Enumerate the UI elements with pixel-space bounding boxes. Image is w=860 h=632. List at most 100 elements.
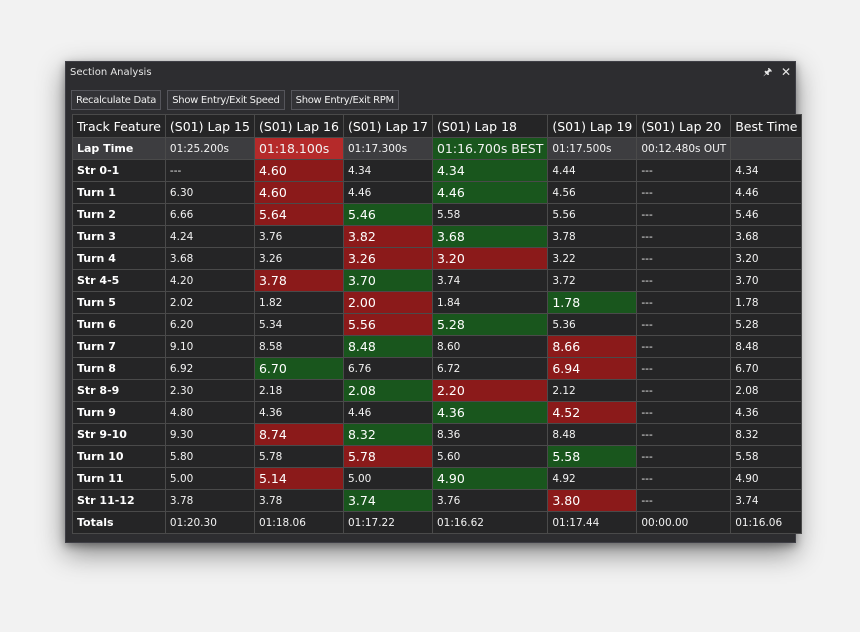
table-cell[interactable]: 3.26 bbox=[342, 247, 433, 270]
table-cell[interactable]: 3.74 bbox=[730, 489, 803, 512]
table-row[interactable]: Str 0-1 --- 4.60 4.34 4.34 4.44 --- 4.34 bbox=[72, 159, 803, 182]
table-cell[interactable]: 5.56 bbox=[547, 203, 638, 226]
table-row[interactable]: Turn 2 6.66 5.64 5.46 5.58 5.56 --- 5.46 bbox=[72, 203, 803, 226]
table-row[interactable]: Lap Time 01:25.200s 01:18.100s 01:17.300s 01… bbox=[72, 137, 803, 160]
table-cell[interactable]: 4.92 bbox=[547, 467, 638, 490]
table-cell[interactable]: --- bbox=[636, 423, 732, 446]
table-cell[interactable]: 01:17.44 bbox=[547, 511, 638, 534]
table-cell[interactable]: 2.18 bbox=[253, 379, 344, 402]
table-cell[interactable]: 4.34 bbox=[730, 159, 803, 182]
table-row[interactable]: Turn 5 2.02 1.82 2.00 1.84 1.78 --- 1.78 bbox=[72, 291, 803, 314]
table-row[interactable]: Turn 9 4.80 4.36 4.46 4.36 4.52 --- 4.36 bbox=[72, 401, 803, 424]
table-cell[interactable]: 00:00.00 bbox=[636, 511, 732, 534]
table-cell[interactable]: 6.70 bbox=[730, 357, 803, 380]
column-header[interactable]: (S01) Lap 18 bbox=[431, 114, 549, 138]
table-cell[interactable]: 6.20 bbox=[164, 313, 255, 336]
track-feature-cell[interactable]: Turn 10 bbox=[72, 445, 166, 468]
track-feature-cell[interactable]: Str 4-5 bbox=[72, 269, 166, 292]
table-cell[interactable]: 3.82 bbox=[342, 225, 433, 248]
track-feature-cell[interactable]: Lap Time bbox=[72, 137, 166, 160]
track-feature-cell[interactable]: Turn 7 bbox=[72, 335, 166, 358]
table-cell[interactable]: 3.78 bbox=[547, 225, 638, 248]
table-cell[interactable]: 8.60 bbox=[431, 335, 549, 358]
table-cell[interactable]: 5.46 bbox=[342, 203, 433, 226]
table-cell[interactable]: 3.68 bbox=[730, 225, 803, 248]
table-cell[interactable]: 3.70 bbox=[730, 269, 803, 292]
table-cell[interactable]: 2.12 bbox=[547, 379, 638, 402]
table-cell[interactable]: 5.80 bbox=[164, 445, 255, 468]
table-cell[interactable]: 01:25.200s bbox=[164, 137, 255, 160]
table-row[interactable]: Turn 7 9.10 8.58 8.48 8.60 8.66 --- 8.48 bbox=[72, 335, 803, 358]
table-cell[interactable]: 01:18.100s bbox=[253, 137, 344, 160]
table-row[interactable]: Turn 8 6.92 6.70 6.76 6.72 6.94 --- 6.70 bbox=[72, 357, 803, 380]
table-cell[interactable]: 5.56 bbox=[342, 313, 433, 336]
table-cell[interactable]: 4.34 bbox=[431, 159, 549, 182]
table-cell[interactable]: 8.48 bbox=[730, 335, 803, 358]
pin-icon[interactable]: 🖈 bbox=[763, 67, 773, 78]
table-cell[interactable]: 4.20 bbox=[164, 269, 255, 292]
table-cell[interactable]: 4.36 bbox=[431, 401, 549, 424]
table-cell[interactable]: 2.30 bbox=[164, 379, 255, 402]
track-feature-cell[interactable]: Turn 1 bbox=[72, 181, 166, 204]
table-cell[interactable]: --- bbox=[636, 489, 732, 512]
table-cell[interactable]: --- bbox=[636, 269, 732, 292]
table-cell[interactable]: 3.20 bbox=[730, 247, 803, 270]
table-cell[interactable]: 8.36 bbox=[431, 423, 549, 446]
table-row[interactable]: Turn 4 3.68 3.26 3.26 3.20 3.22 --- 3.20 bbox=[72, 247, 803, 270]
table-cell[interactable]: --- bbox=[636, 225, 732, 248]
table-cell[interactable]: 4.60 bbox=[253, 181, 344, 204]
table-cell[interactable]: 4.24 bbox=[164, 225, 255, 248]
track-feature-cell[interactable]: Turn 9 bbox=[72, 401, 166, 424]
table-cell[interactable]: 3.76 bbox=[431, 489, 549, 512]
table-cell[interactable]: 3.68 bbox=[431, 225, 549, 248]
table-cell[interactable]: 5.78 bbox=[253, 445, 344, 468]
track-feature-cell[interactable]: Turn 6 bbox=[72, 313, 166, 336]
table-cell[interactable]: 2.08 bbox=[342, 379, 433, 402]
table-cell[interactable]: 5.46 bbox=[730, 203, 803, 226]
table-row[interactable]: Turn 11 5.00 5.14 5.00 4.90 4.92 --- 4.90 bbox=[72, 467, 803, 490]
table-cell[interactable]: 6.30 bbox=[164, 181, 255, 204]
table-cell[interactable]: 01:17.300s bbox=[342, 137, 433, 160]
table-cell[interactable]: 4.34 bbox=[342, 159, 433, 182]
window-titlebar[interactable]: Section Analysis 🖈 ✕ bbox=[66, 62, 795, 83]
table-cell[interactable]: 5.28 bbox=[730, 313, 803, 336]
table-cell[interactable]: 5.60 bbox=[431, 445, 549, 468]
table-row[interactable]: Str 9-10 9.30 8.74 8.32 8.36 8.48 --- 8.32 bbox=[72, 423, 803, 446]
table-cell[interactable]: 8.32 bbox=[342, 423, 433, 446]
table-cell[interactable]: 3.78 bbox=[253, 489, 344, 512]
table-cell[interactable]: --- bbox=[636, 401, 732, 424]
table-row[interactable]: Turn 10 5.80 5.78 5.78 5.60 5.58 --- 5.58 bbox=[72, 445, 803, 468]
table-cell[interactable]: 3.22 bbox=[547, 247, 638, 270]
table-cell[interactable]: 4.44 bbox=[547, 159, 638, 182]
table-cell[interactable]: 4.46 bbox=[431, 181, 549, 204]
table-cell[interactable]: 6.70 bbox=[253, 357, 344, 380]
table-cell[interactable]: 8.32 bbox=[730, 423, 803, 446]
table-cell[interactable]: 2.02 bbox=[164, 291, 255, 314]
show-entry-exit-speed-button[interactable]: Show Entry/Exit Speed bbox=[167, 90, 285, 110]
table-cell[interactable]: 3.80 bbox=[547, 489, 638, 512]
table-cell[interactable]: --- bbox=[164, 159, 255, 182]
table-cell[interactable]: --- bbox=[636, 247, 732, 270]
table-cell[interactable]: 4.56 bbox=[547, 181, 638, 204]
close-icon[interactable]: ✕ bbox=[781, 65, 792, 79]
table-cell[interactable]: 3.76 bbox=[253, 225, 344, 248]
table-cell[interactable]: 8.74 bbox=[253, 423, 344, 446]
table-cell[interactable]: 4.46 bbox=[730, 181, 803, 204]
table-cell[interactable]: 5.00 bbox=[164, 467, 255, 490]
table-cell[interactable]: 01:17.22 bbox=[342, 511, 433, 534]
table-cell[interactable]: 5.78 bbox=[342, 445, 433, 468]
track-feature-cell[interactable]: Turn 8 bbox=[72, 357, 166, 380]
column-header[interactable]: Track Feature bbox=[72, 114, 166, 138]
track-feature-cell[interactable]: Str 8-9 bbox=[72, 379, 166, 402]
table-cell[interactable]: 6.66 bbox=[164, 203, 255, 226]
table-cell[interactable]: --- bbox=[636, 159, 732, 182]
table-cell[interactable]: 5.64 bbox=[253, 203, 344, 226]
table-cell[interactable]: 8.58 bbox=[253, 335, 344, 358]
table-cell[interactable]: 4.80 bbox=[164, 401, 255, 424]
track-feature-cell[interactable]: Turn 11 bbox=[72, 467, 166, 490]
show-entry-exit-rpm-button[interactable]: Show Entry/Exit RPM bbox=[290, 90, 399, 110]
table-cell[interactable]: --- bbox=[636, 335, 732, 358]
column-header[interactable]: Best Time bbox=[730, 114, 803, 138]
table-cell[interactable]: 2.20 bbox=[431, 379, 549, 402]
table-cell[interactable]: 1.78 bbox=[730, 291, 803, 314]
